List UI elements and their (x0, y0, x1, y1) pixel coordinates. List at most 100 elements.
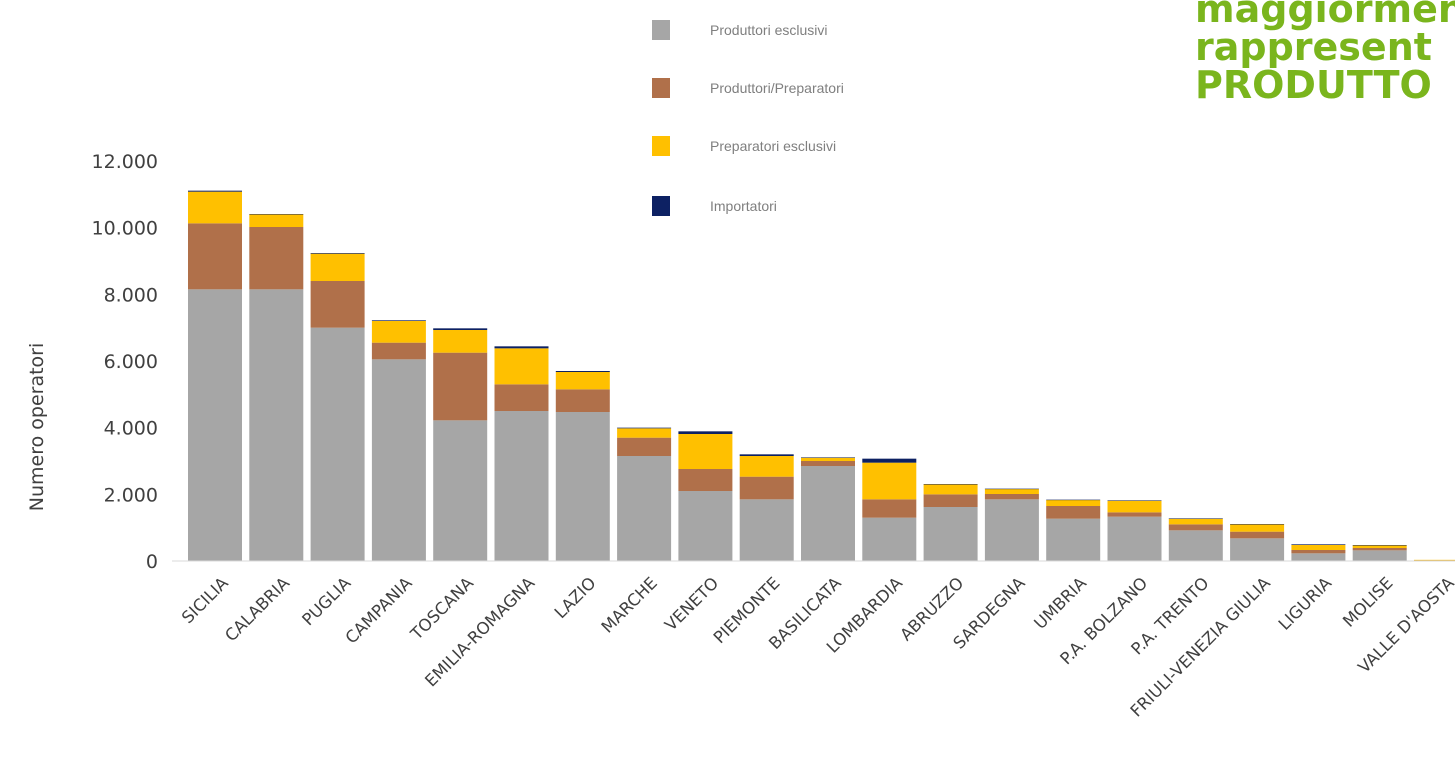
bar-segment (984, 499, 1039, 561)
bar-segment (923, 494, 978, 507)
bar-segment (1230, 531, 1285, 539)
bar-segment (555, 371, 610, 372)
bar-segment (739, 499, 794, 561)
bar-segment (617, 428, 672, 438)
bar-segment (1352, 550, 1407, 561)
legend-swatch-preparatori-esclusivi (652, 136, 670, 156)
bar-segment (1230, 524, 1285, 525)
bar-segment (371, 359, 426, 561)
legend-swatch-produttori-preparatori (652, 78, 670, 98)
chart-title: maggiormente rappresent PRODUTTO (1195, 0, 1455, 107)
bar-segment (678, 469, 733, 491)
bar-segment (1414, 560, 1455, 561)
y-axis-ticks: 0 2.000 4.000 6.000 8.000 10.000 12.000 (92, 151, 158, 573)
bar-segment (801, 461, 855, 466)
bar-segment (494, 384, 549, 411)
bar-segment (371, 342, 426, 360)
bar-segment (739, 454, 794, 456)
bar-segment (923, 507, 978, 561)
bar-segment (371, 321, 426, 343)
x-tick-label: VENETO (661, 573, 722, 634)
x-tick-label: CAMPANIA (342, 573, 417, 648)
bar-segment (1414, 559, 1455, 561)
bar-segment (739, 476, 794, 500)
legend-label-importatori: Importatori (710, 198, 777, 214)
bar-segment (433, 328, 488, 330)
bar-segment (310, 327, 365, 561)
bar-segment (1168, 518, 1223, 525)
x-tick-label: PUGLIA (298, 573, 354, 629)
x-tick-label: EMILIA-ROMAGNA (421, 573, 539, 691)
x-tick-label: SICILIA (178, 573, 232, 627)
y-tick-label: 10.000 (92, 218, 158, 240)
bar-segment (862, 499, 917, 518)
bar-segment (249, 214, 304, 227)
bar-segment (617, 456, 672, 561)
y-tick-label: 0 (146, 551, 158, 573)
title-line-2: rappresent (1195, 25, 1432, 69)
bar-segment (1046, 500, 1101, 506)
bar-segment (923, 484, 978, 485)
bar-segment (1230, 524, 1285, 532)
bar-segment (617, 437, 672, 456)
bar-segment (862, 458, 917, 463)
bar-segment (188, 289, 242, 561)
bar-segment (494, 346, 549, 349)
bar-segment (923, 484, 978, 495)
bar-segment (1107, 512, 1162, 517)
bar-segment (249, 227, 304, 290)
bar-segment (433, 330, 488, 353)
bar-segment (555, 389, 610, 412)
bar-segment (1352, 545, 1407, 548)
bar-segment (555, 372, 610, 390)
title-line-1: maggiormente (1195, 0, 1455, 31)
legend-swatch-produttori-esclusivi (652, 20, 670, 40)
bars (188, 190, 1455, 561)
bar-segment (188, 190, 242, 192)
bar-segment (555, 412, 610, 561)
bar-segment (984, 494, 1039, 500)
legend-label-preparatori-esclusivi: Preparatori esclusivi (710, 138, 836, 154)
bar-segment (1230, 538, 1285, 561)
bar-segment (1291, 553, 1346, 561)
title-line-3: PRODUTTO (1195, 63, 1432, 107)
bar-segment (1046, 499, 1101, 501)
bar-segment (1168, 518, 1223, 519)
bar-segment (494, 348, 549, 385)
bar-segment (1291, 544, 1346, 545)
bar-segment (862, 462, 917, 500)
bar-segment (1352, 548, 1407, 551)
bar-segment (678, 431, 733, 434)
bar-segment (801, 457, 855, 461)
bar-segment (801, 457, 855, 458)
bar-segment (617, 427, 672, 429)
legend-swatch-importatori (652, 196, 670, 216)
bar-segment (188, 223, 242, 290)
bar-segment (188, 191, 242, 224)
bar-segment (1107, 500, 1162, 513)
x-tick-label: LAZIO (551, 573, 600, 622)
bar-segment (1046, 506, 1101, 519)
bar-segment (249, 214, 304, 215)
bar-segment (310, 253, 365, 281)
y-tick-label: 4.000 (104, 418, 158, 440)
bar-segment (1168, 530, 1223, 561)
bar-segment (984, 489, 1039, 494)
x-tick-label: CALABRIA (221, 573, 293, 645)
bar-segment (678, 434, 733, 469)
bar-segment (1352, 545, 1407, 546)
bar-segment (433, 352, 488, 421)
x-tick-label: UMBRIA (1030, 573, 1090, 633)
bar-segment (801, 466, 855, 561)
y-tick-label: 12.000 (92, 151, 158, 173)
bar-segment (310, 281, 365, 328)
bar-segment (739, 456, 794, 477)
x-tick-label: LIGURIA (1275, 573, 1336, 634)
legend-label-produttori-preparatori: Produttori/Preparatori (710, 80, 844, 96)
bar-segment (1107, 516, 1162, 561)
y-tick-label: 2.000 (104, 484, 158, 506)
bar-segment (1107, 500, 1162, 501)
bar-segment (310, 253, 365, 254)
x-tick-label: MARCHE (598, 573, 661, 636)
